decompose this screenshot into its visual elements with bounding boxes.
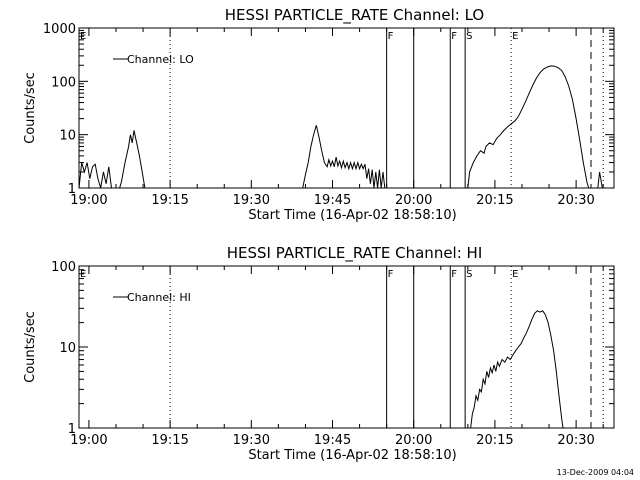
- marker-label: S: [466, 269, 472, 280]
- x-tick-label: 19:00: [70, 433, 107, 448]
- series-line-1: [79, 65, 603, 188]
- chart-panel-1: HESSI PARTICLE_RATE Channel: LOE F F S E1101…: [23, 6, 615, 223]
- x-tick-label: 20:15: [476, 193, 513, 208]
- x-tick-label: 19:15: [151, 193, 188, 208]
- chart-title: HESSI PARTICLE_RATE Channel: HI: [227, 244, 483, 263]
- y-tick-label: 10: [59, 129, 76, 144]
- x-axis-label: Start Time (16-Apr-02 18:58:10): [248, 208, 456, 223]
- y-tick-label: 100: [51, 75, 76, 90]
- x-tick-label: 20:00: [395, 433, 432, 448]
- marker-label: F: [388, 31, 394, 42]
- legend-entry: Channel: HI: [127, 291, 191, 304]
- y-axis-label: Counts/sec: [23, 72, 38, 144]
- chart-title: HESSI PARTICLE_RATE Channel: LO: [225, 6, 484, 25]
- x-tick-label: 20:15: [476, 433, 513, 448]
- x-axis-label: Start Time (16-Apr-02 18:58:10): [248, 448, 456, 463]
- x-tick-label: 19:45: [314, 193, 351, 208]
- x-tick-label: 19:00: [70, 193, 107, 208]
- y-tick-label: 100: [51, 260, 76, 275]
- y-tick-label: 1: [68, 422, 76, 437]
- x-tick-label: 19:15: [151, 433, 188, 448]
- y-axis-label: Counts/sec: [23, 311, 38, 383]
- x-tick-label: 20:30: [557, 193, 594, 208]
- marker-label: F: [451, 269, 457, 280]
- x-tick-label: 19:30: [233, 433, 270, 448]
- chart-panel-2: HESSI PARTICLE_RATE Channel: HIE F F S E1101…: [23, 244, 615, 463]
- y-tick-label: 10: [59, 341, 76, 356]
- marker-label: E: [512, 31, 518, 42]
- legend-entry: Channel: LO: [127, 53, 194, 66]
- x-tick-label: 19:45: [314, 433, 351, 448]
- marker-label: F: [388, 269, 394, 280]
- marker-label: S: [466, 31, 472, 42]
- x-tick-label: 20:30: [557, 433, 594, 448]
- y-tick-label: 1: [68, 182, 76, 197]
- marker-label: E: [512, 269, 518, 280]
- x-tick-label: 20:00: [395, 193, 432, 208]
- marker-label: E: [80, 269, 86, 280]
- marker-label: F: [451, 31, 457, 42]
- timestamp-label: 13-Dec-2009 04:04: [556, 468, 634, 477]
- x-tick-label: 19:30: [233, 193, 270, 208]
- plot-frame: [78, 27, 615, 189]
- series-line-1: [470, 310, 564, 428]
- y-tick-label: 1000: [43, 22, 76, 37]
